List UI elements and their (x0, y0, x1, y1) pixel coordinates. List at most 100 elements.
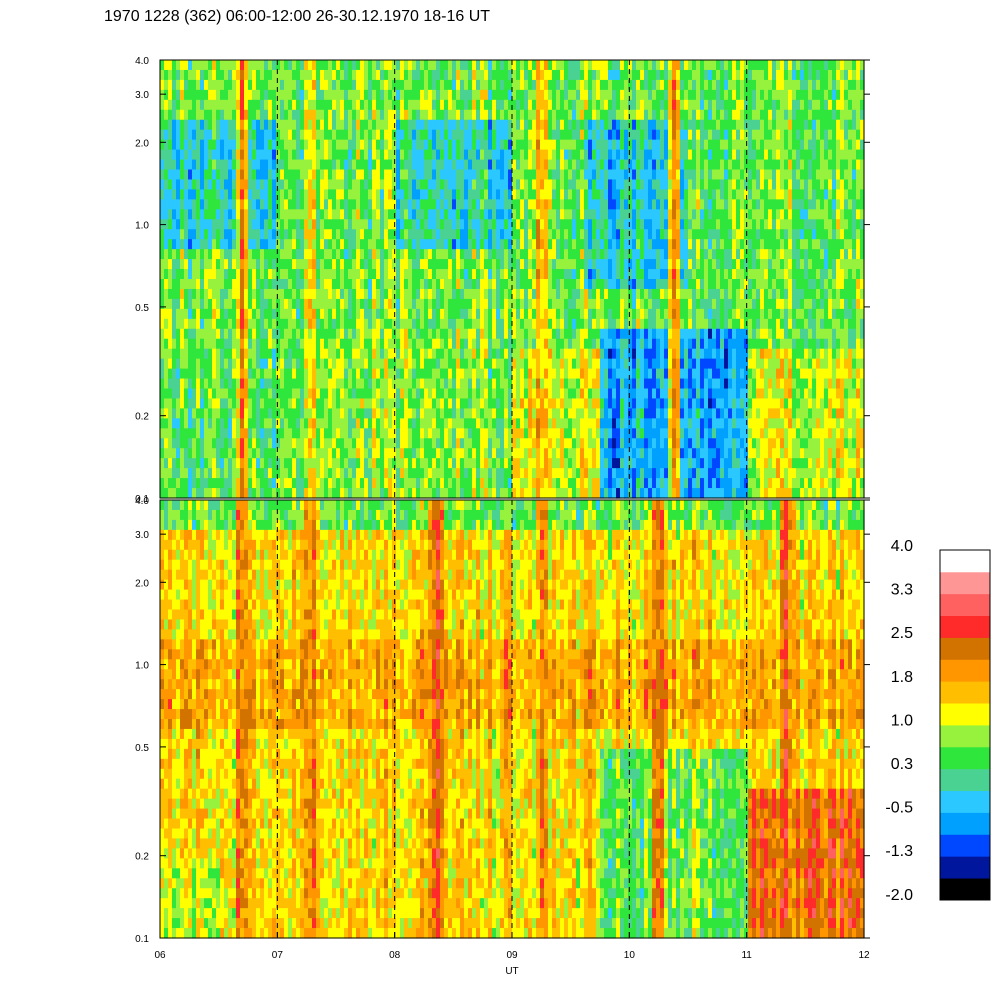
heatmap-cell (508, 328, 513, 340)
heatmap-cell (608, 259, 613, 270)
heatmap-cell (372, 229, 377, 240)
heatmap-cell (496, 448, 501, 459)
heatmap-cell (464, 189, 469, 200)
heatmap-cell (424, 408, 429, 419)
heatmap-cell (388, 139, 393, 151)
heatmap-cell (420, 229, 425, 240)
heatmap-cell (440, 239, 445, 250)
heatmap-cell (592, 139, 597, 151)
heatmap-cell (440, 378, 445, 390)
heatmap-cell (504, 139, 509, 151)
heatmap-cell (608, 199, 613, 210)
heatmap-cell (184, 119, 189, 131)
heatmap-cell (512, 318, 517, 330)
heatmap-cell (520, 418, 525, 429)
heatmap-cell (248, 478, 253, 489)
heatmap-cell (380, 79, 385, 91)
heatmap-cell (324, 239, 329, 250)
heatmap-cell (608, 338, 613, 350)
heatmap-cell (588, 328, 593, 340)
heatmap-cell (184, 418, 189, 429)
heatmap-cell (388, 388, 393, 400)
heatmap-cell (312, 378, 317, 390)
heatmap-cell (280, 308, 285, 320)
heatmap-cell (588, 219, 593, 230)
heatmap-cell (164, 358, 169, 370)
heatmap-cell (500, 328, 505, 340)
heatmap-cell (492, 398, 497, 409)
heatmap-cell (380, 60, 385, 71)
heatmap-cell (176, 338, 181, 350)
heatmap-cell (596, 398, 601, 409)
heatmap-cell (400, 229, 405, 240)
heatmap-cell (568, 358, 573, 370)
heatmap-cell (492, 279, 497, 290)
heatmap-cell (412, 488, 417, 499)
heatmap-cell (340, 378, 345, 390)
heatmap-cell (376, 318, 381, 330)
heatmap-cell (276, 438, 281, 449)
heatmap-cell (516, 448, 521, 459)
heatmap-cell (236, 448, 241, 459)
heatmap-cell (436, 279, 441, 290)
heatmap-cell (420, 269, 425, 280)
heatmap-cell (376, 179, 381, 190)
heatmap-cell (432, 378, 437, 390)
heatmap-cell (300, 488, 305, 499)
heatmap-cell (344, 199, 349, 210)
heatmap-cell (608, 478, 613, 489)
heatmap-cell (584, 488, 589, 499)
heatmap-cell (208, 378, 213, 390)
heatmap-cell (416, 209, 421, 220)
heatmap-cell (528, 89, 533, 101)
heatmap-cell (504, 448, 509, 459)
heatmap-cell (516, 119, 521, 131)
heatmap-cell (248, 179, 253, 190)
heatmap-cell (320, 408, 325, 419)
heatmap-cell (540, 259, 545, 270)
heatmap-cell (268, 179, 273, 190)
heatmap-cell (168, 279, 173, 290)
heatmap-cell (344, 249, 349, 260)
heatmap-cell (384, 348, 389, 360)
heatmap-cell (184, 468, 189, 479)
heatmap-cell (580, 298, 585, 310)
heatmap-cell (564, 79, 569, 91)
heatmap-cell (352, 109, 357, 121)
heatmap-cell (396, 129, 401, 141)
heatmap-cell (416, 229, 421, 240)
heatmap-cell (208, 269, 213, 280)
heatmap-cell (336, 149, 341, 161)
heatmap-cell (384, 428, 389, 439)
heatmap-cell (556, 139, 561, 151)
heatmap-cell (232, 249, 237, 260)
heatmap-cell (424, 328, 429, 340)
heatmap-cell (600, 239, 605, 250)
heatmap-cell (348, 328, 353, 340)
heatmap-cell (496, 139, 501, 151)
heatmap-cell (372, 199, 377, 210)
heatmap-cell (320, 328, 325, 340)
heatmap-cell (176, 478, 181, 489)
heatmap-cell (440, 189, 445, 200)
heatmap-cell (560, 378, 565, 390)
heatmap-cell (600, 69, 605, 81)
heatmap-cell (376, 468, 381, 479)
heatmap-cell (396, 60, 401, 71)
heatmap-cell (484, 398, 489, 409)
heatmap-cell (332, 239, 337, 250)
heatmap-cell (188, 269, 193, 280)
heatmap-cell (560, 438, 565, 449)
heatmap-cell (288, 318, 293, 330)
heatmap-cell (444, 458, 449, 469)
heatmap-cell (540, 209, 545, 220)
heatmap-cell (468, 99, 473, 111)
heatmap-cell (604, 99, 609, 111)
heatmap-cell (256, 418, 261, 429)
heatmap-cell (364, 348, 369, 360)
heatmap-cell (424, 298, 429, 310)
heatmap-cell (600, 269, 605, 280)
heatmap-cell (504, 239, 509, 250)
heatmap-cell (236, 169, 241, 181)
heatmap-cell (172, 219, 177, 230)
